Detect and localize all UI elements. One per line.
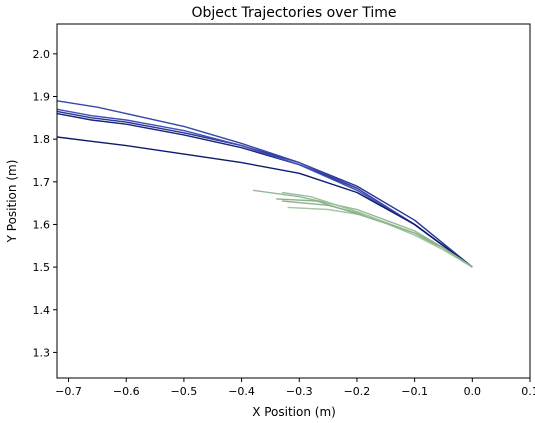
series-layer (56, 100, 473, 268)
y-axis-ticks: 1.3 1.4 1.5 1.6 1.7 1.8 1.9 2.0 (33, 48, 57, 359)
trajectory-line-3 (56, 100, 473, 268)
x-axis-ticks: −0.7 −0.6 −0.5 −0.4 −0.3 −0.2 −0.1 0.0 0.1 (55, 378, 535, 398)
trajectory-line-4 (56, 108, 473, 268)
x-tick-label: −0.2 (344, 385, 371, 398)
y-tick-label: 1.5 (33, 261, 51, 274)
trajectory-line-2 (56, 110, 473, 268)
x-tick-label: 0.1 (521, 385, 535, 398)
x-tick-label: −0.1 (401, 385, 428, 398)
plot-frame (56, 23, 531, 379)
y-tick-label: 1.6 (33, 218, 51, 231)
trajectory-line-5 (56, 136, 473, 268)
y-tick-label: 1.4 (33, 304, 51, 317)
x-tick-label: −0.7 (55, 385, 82, 398)
x-tick-label: −0.5 (171, 385, 198, 398)
x-axis-label: X Position (m) (252, 405, 336, 419)
y-tick-label: 1.7 (33, 176, 51, 189)
x-tick-label: −0.4 (228, 385, 255, 398)
x-tick-label: 0.0 (464, 385, 482, 398)
trajectory-line-10 (276, 198, 473, 268)
y-tick-label: 1.9 (33, 91, 51, 104)
x-tick-label: −0.3 (286, 385, 313, 398)
y-tick-label: 1.8 (33, 133, 51, 146)
trajectory-line-1 (56, 112, 473, 268)
trajectory-line-8 (281, 200, 473, 268)
y-tick-label: 2.0 (33, 48, 51, 61)
chart-title: Object Trajectories over Time (191, 5, 396, 21)
y-axis-label: Y Position (m) (5, 160, 19, 244)
x-tick-label: −0.6 (113, 385, 140, 398)
y-tick-label: 1.3 (33, 346, 51, 359)
trajectory-line-9 (287, 206, 473, 268)
